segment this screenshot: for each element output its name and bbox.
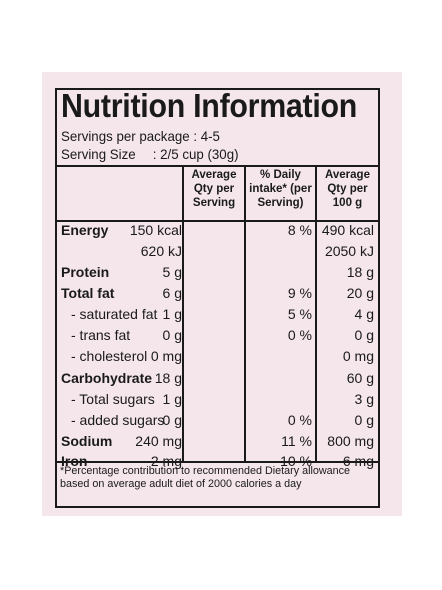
footnote-rule [57,461,378,463]
daily-intake-value: 0 % [287,327,312,343]
nutrient-name: Total fat [61,285,115,301]
table-row: Sodium 240 mg 11 % 800 mg [57,431,378,451]
nutrient-name: Protein [61,264,110,280]
table-row: - Total sugars 1 g 3 g [57,389,378,409]
nutrient-name: - saturated fat [71,306,158,322]
per-100g-value: 490 kcal [321,222,374,238]
nutrient-name: - trans fat [71,327,131,343]
table-row: Protein 5 g 18 g [57,262,378,282]
per-serving-value: 6 g [162,285,182,301]
header-per-serving: Average Qty per Serving [191,169,237,209]
per-serving-value: 150 kcal [129,222,182,238]
per-serving-value: 18 g [154,370,182,386]
per-serving-value: 0 mg [150,348,182,364]
nutrient-name: Energy [61,222,109,238]
label-title: Nutrition Information [61,87,358,124]
serving-size-value: : 2/5 cup (30g) [152,146,239,162]
nutrient-name: Carbohydrate [61,370,153,386]
per-100g-value: 20 g [346,285,374,301]
per-100g-value: 3 g [354,391,374,407]
daily-intake-value: 0 % [287,412,312,428]
column-header-rule [57,220,378,222]
table-row: - trans fat 0 g 0 % 0 g [57,325,378,345]
header-per-100g: Average Qty per 100 g [325,169,370,209]
table-row: Carbohydrate 18 g 60 g [57,368,378,388]
header-rule [57,165,378,167]
column-divider [182,165,184,461]
daily-intake-value: 5 % [287,306,312,322]
footnote: *Percentage contribution to recommended … [60,465,351,490]
per-100g-value: 0 g [354,412,374,428]
table-row: 620 kJ 2050 kJ [57,241,378,261]
table-row: - cholesterol 0 mg 0 mg [57,346,378,366]
daily-intake-value: 11 % [281,433,312,449]
per-100g-value: 4 g [354,306,374,322]
nutrition-label: Nutrition Information Servings per packa… [55,87,380,508]
column-divider [315,165,317,461]
per-serving-value: 0 g [162,327,182,343]
per-100g-value: 800 mg [327,433,374,449]
serving-size: Serving Size : 2/5 cup (30g) [61,146,239,162]
header-daily-intake: % Daily intake* (per Serving) [249,169,312,209]
per-serving-value: 0 g [162,412,182,428]
per-serving-value: 1 g [162,306,182,322]
daily-intake-value: 8 % [287,222,312,238]
per-serving-value: 620 kJ [140,243,182,259]
per-100g-value: 0 g [354,327,374,343]
per-serving-value: 5 g [162,264,182,280]
per-serving-value: 240 mg [135,433,182,449]
per-100g-value: 0 mg [342,348,374,364]
column-divider [244,165,246,461]
daily-intake-value: 9 % [287,285,312,301]
per-100g-value: 18 g [346,264,374,280]
serving-size-label: Serving Size [61,146,136,162]
nutrient-name: - cholesterol [71,348,148,364]
table-row: Energy 150 kcal 8 % 490 kcal [57,220,378,240]
per-serving-value: 1 g [162,391,182,407]
nutrient-name: - Total sugars [71,391,155,407]
label-background [42,72,402,516]
nutrient-name: Sodium [61,433,113,449]
per-100g-value: 60 g [346,370,374,386]
servings-per-package: Servings per package : 4-5 [61,128,220,144]
nutrient-name: - added sugars [71,412,165,428]
per-100g-value: 2050 kJ [324,243,374,259]
table-row: - saturated fat 1 g 5 % 4 g [57,304,378,324]
table-row: Total fat 6 g 9 % 20 g [57,283,378,303]
